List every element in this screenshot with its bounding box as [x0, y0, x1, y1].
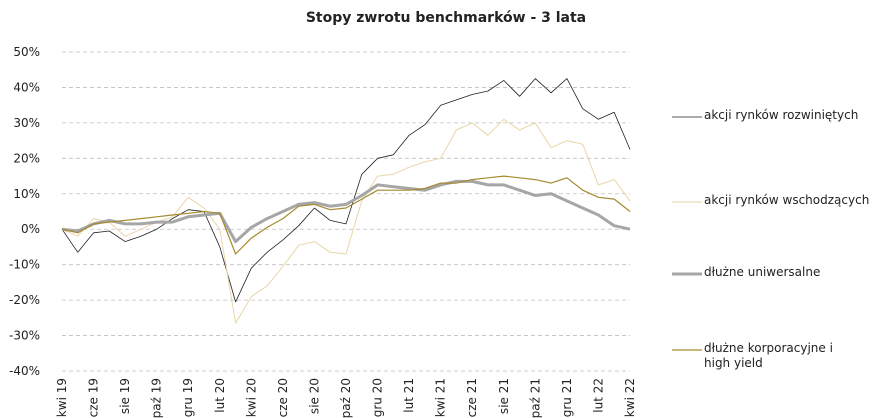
y-tick-label: -40%: [9, 364, 40, 378]
legend-swatch: [672, 349, 702, 351]
x-tick-label: sie 19: [118, 378, 132, 414]
x-tick-label: kwi 20: [244, 378, 258, 417]
x-tick-label: kwi 19: [55, 378, 69, 417]
x-tick-label: cze 21: [465, 378, 479, 417]
x-tick-label: cze 19: [87, 378, 101, 417]
y-tick-label: 50%: [13, 45, 40, 59]
chart-title: Stopy zwrotu benchmarków - 3 lata: [306, 10, 586, 26]
series-line: [61, 175, 631, 255]
legend-swatch: [672, 116, 702, 118]
series-line: [61, 179, 631, 244]
y-tick-label: 20%: [13, 151, 40, 165]
legend-swatch: [672, 201, 702, 203]
legend-swatch: [672, 272, 702, 276]
x-tick-label: gru 19: [181, 378, 195, 417]
x-tick-label: lut 22: [591, 378, 605, 413]
x-tick-label: gru 20: [371, 378, 385, 417]
x-tick-label: gru 21: [560, 378, 574, 417]
y-tick-label: 30%: [13, 116, 40, 130]
legend-label: dłużne korporacyjne i high yield: [704, 341, 833, 370]
x-tick-label: kwi 22: [623, 378, 637, 417]
x-tick-label: lut 21: [402, 378, 416, 413]
legend-item: dłużne korporacyjne i high yield: [672, 341, 892, 371]
x-tick-label: paź 20: [339, 378, 353, 418]
y-tick-label: 10%: [13, 187, 40, 201]
legend-item: dłużne uniwersalne: [672, 265, 892, 280]
y-tick-label: 40%: [13, 80, 40, 94]
x-tick-label: sie 21: [497, 378, 511, 414]
x-tick-label: cze 20: [276, 378, 290, 417]
x-tick-label: paź 21: [528, 378, 542, 418]
y-tick-label: -10%: [9, 258, 40, 272]
legend-label: akcji rynków rozwiniętych: [704, 108, 859, 122]
legend-item: akcji rynków wschodzących: [672, 193, 892, 208]
y-tick-label: -20%: [9, 293, 40, 307]
series-line: [61, 118, 631, 324]
series-line: [61, 78, 631, 303]
legend-label: dłużne uniwersalne: [704, 265, 821, 279]
legend-label: akcji rynków wschodzących: [704, 193, 870, 207]
y-tick-label: -30%: [9, 329, 40, 343]
y-tick-label: 0%: [21, 222, 40, 236]
legend-item: akcji rynków rozwiniętych: [672, 108, 892, 123]
x-tick-label: lut 20: [213, 378, 227, 413]
x-tick-label: kwi 21: [434, 378, 448, 417]
x-tick-label: sie 20: [307, 378, 321, 414]
x-tick-label: paź 19: [150, 378, 164, 418]
